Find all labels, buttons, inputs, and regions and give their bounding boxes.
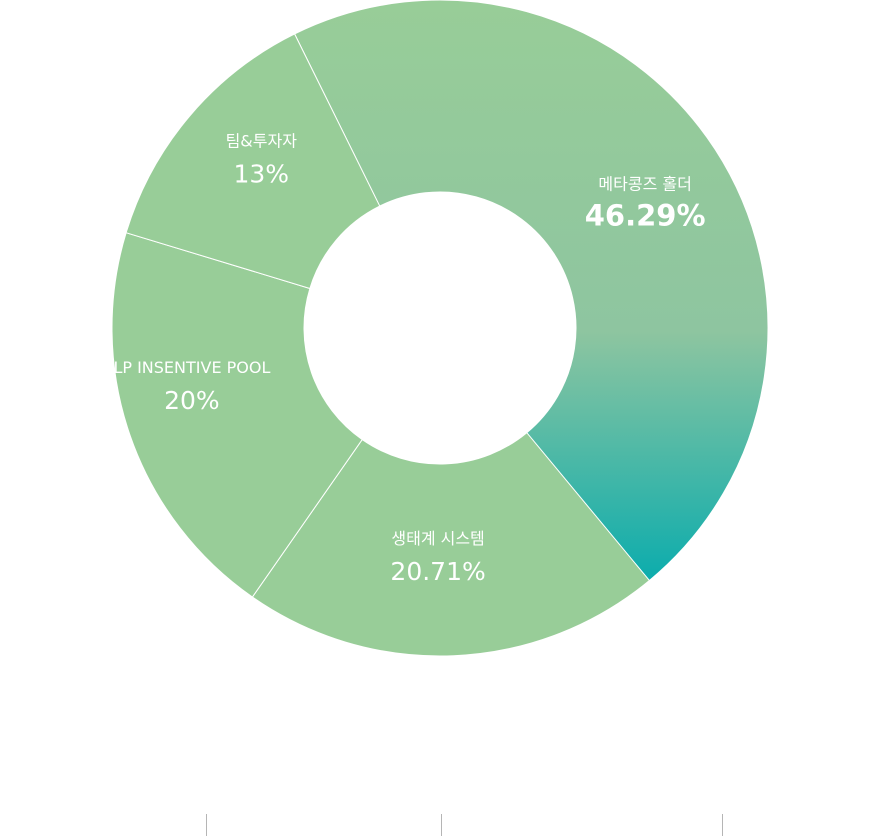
slices-group — [111, 0, 769, 657]
slice-label: 팀&투자자 — [226, 131, 298, 150]
slice-value-label: 46.29% — [585, 198, 706, 232]
labels-group: 메타콩즈 홀더 46.29% 생태계 시스템 20.71% LP INSENTIVE P… — [113, 131, 705, 586]
slice-label: LP INSENTIVE POOL — [113, 358, 270, 377]
axis-tick — [722, 814, 723, 836]
slice-lp-insentive-pool — [111, 232, 363, 598]
slice-value-label: 20% — [164, 386, 220, 415]
slice-label: 생태계 시스템 — [391, 529, 484, 548]
slice-value-label: 20.71% — [390, 557, 485, 586]
slice-label: 메타콩즈 홀더 — [598, 174, 691, 193]
slice-생태계-시스템 — [251, 431, 651, 657]
axis-tick — [206, 814, 207, 836]
slice-value-label: 13% — [233, 159, 289, 188]
axis-tick — [441, 814, 442, 836]
slice-팀-투자자 — [125, 33, 381, 290]
